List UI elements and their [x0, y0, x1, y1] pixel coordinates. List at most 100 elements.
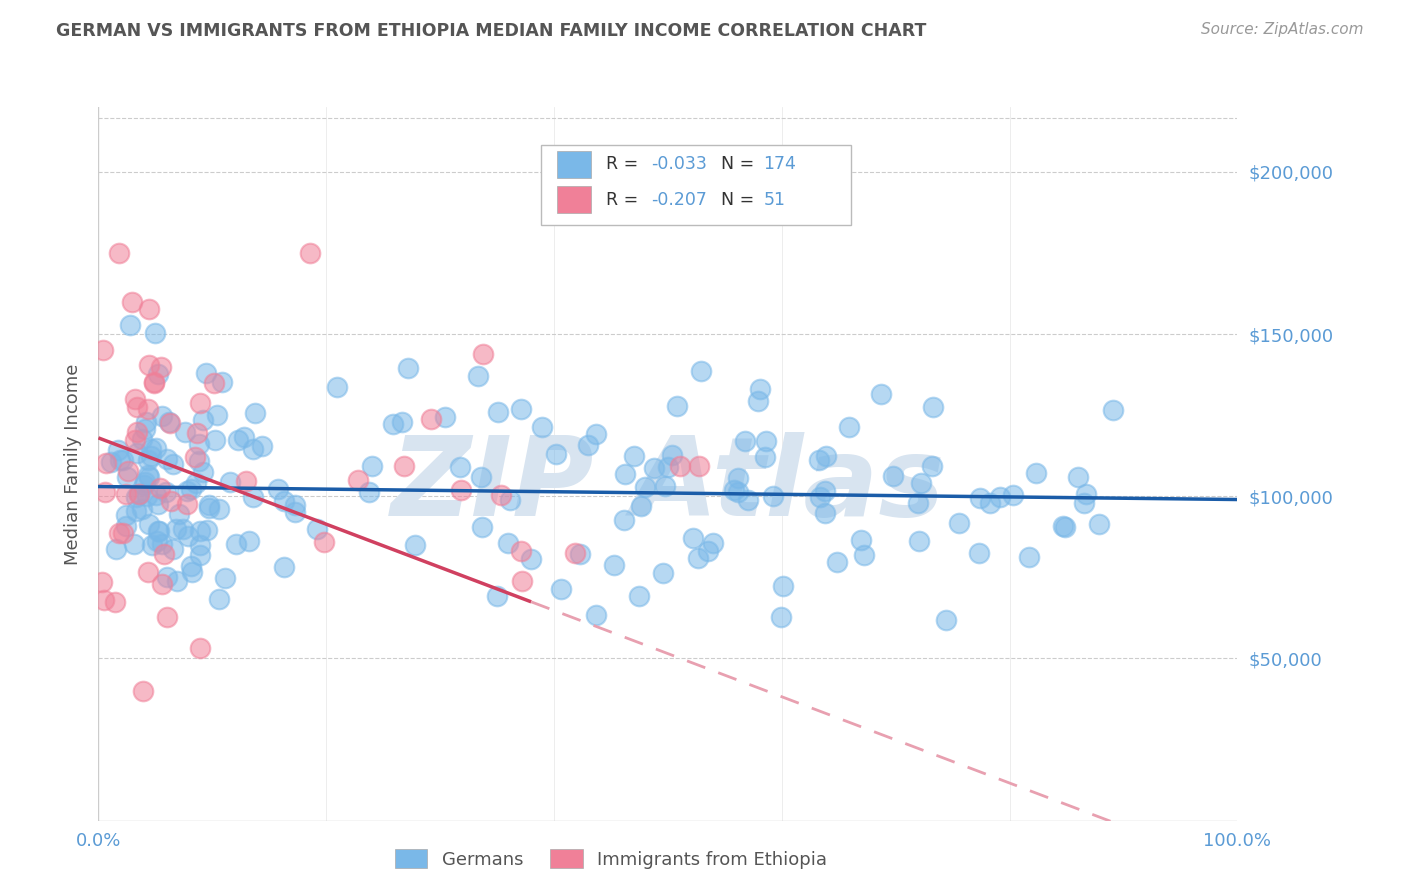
Germans [838, 420, 860, 434]
Germans [128, 487, 150, 501]
Immigrants from Ethiopia [117, 464, 139, 478]
Germans [134, 422, 156, 436]
Germans [657, 459, 679, 474]
Germans [205, 408, 228, 422]
Germans [273, 560, 295, 574]
Germans [243, 406, 266, 420]
Germans [470, 470, 492, 484]
Germans [359, 485, 381, 500]
Germans [471, 520, 494, 534]
Germans [1053, 520, 1076, 534]
Germans [686, 551, 709, 566]
Germans [682, 531, 704, 545]
Germans [585, 608, 607, 623]
Germans [131, 433, 153, 447]
Immigrants from Ethiopia [108, 246, 131, 260]
Immigrants from Ethiopia [188, 395, 211, 409]
Text: Source: ZipAtlas.com: Source: ZipAtlas.com [1201, 22, 1364, 37]
Germans [132, 477, 155, 491]
Germans [150, 409, 173, 424]
Germans [124, 504, 146, 518]
Germans [496, 535, 519, 549]
Germans [935, 613, 957, 627]
Germans [727, 485, 749, 500]
Immigrants from Ethiopia [450, 483, 472, 498]
Immigrants from Ethiopia [176, 497, 198, 511]
Germans [136, 467, 159, 482]
Germans [747, 394, 769, 409]
Germans [761, 489, 783, 503]
Germans [100, 454, 122, 468]
Germans [652, 566, 675, 581]
Text: -0.207: -0.207 [651, 191, 707, 209]
Germans [544, 447, 567, 461]
Germans [643, 460, 665, 475]
Germans [1074, 486, 1097, 500]
Germans [162, 458, 184, 472]
Germans [118, 318, 141, 332]
Germans [520, 551, 543, 566]
Immigrants from Ethiopia [156, 609, 179, 624]
Immigrants from Ethiopia [143, 376, 166, 390]
Germans [145, 488, 167, 502]
Immigrants from Ethiopia [93, 485, 115, 500]
Y-axis label: Median Family Income: Median Family Income [63, 363, 82, 565]
Legend: Germans, Immigrants from Ethiopia: Germans, Immigrants from Ethiopia [388, 842, 834, 876]
Immigrants from Ethiopia [124, 392, 146, 406]
Germans [139, 442, 162, 456]
Germans [166, 574, 188, 588]
Germans [1067, 470, 1090, 484]
Germans [623, 449, 645, 463]
Germans [921, 458, 943, 473]
Germans [225, 537, 247, 551]
Germans [191, 465, 214, 479]
Germans [654, 478, 676, 492]
Germans [146, 524, 169, 538]
Immigrants from Ethiopia [128, 487, 150, 501]
Germans [172, 522, 194, 536]
Text: 174: 174 [763, 155, 796, 173]
Germans [138, 516, 160, 531]
Germans [910, 476, 932, 491]
Germans [665, 399, 688, 413]
Germans [486, 404, 509, 418]
Germans [146, 497, 169, 511]
Germans [815, 449, 838, 463]
Immigrants from Ethiopia [489, 488, 512, 502]
Immigrants from Ethiopia [188, 640, 211, 655]
Germans [627, 589, 650, 603]
Germans [208, 591, 231, 606]
Germans [115, 519, 138, 533]
Germans [689, 363, 711, 377]
Germans [697, 544, 720, 558]
Germans [734, 434, 756, 448]
Germans [576, 438, 599, 452]
Germans [188, 453, 211, 467]
Germans [131, 502, 153, 516]
Germans [485, 589, 508, 603]
Germans [188, 436, 211, 450]
Germans [148, 367, 170, 381]
Germans [467, 368, 489, 383]
Germans [135, 489, 157, 503]
Immigrants from Ethiopia [93, 592, 115, 607]
Germans [849, 533, 872, 547]
Germans [167, 508, 190, 522]
Germans [190, 548, 212, 562]
Germans [204, 434, 226, 448]
Text: R =: R = [606, 191, 644, 209]
Germans [125, 491, 148, 505]
Germans [176, 529, 198, 543]
Germans [882, 469, 904, 483]
Germans [907, 496, 929, 510]
Immigrants from Ethiopia [184, 450, 207, 465]
Germans [404, 538, 426, 552]
Immigrants from Ethiopia [131, 683, 153, 698]
Germans [125, 445, 148, 459]
Immigrants from Ethiopia [312, 534, 335, 549]
Germans [770, 610, 793, 624]
Germans [772, 579, 794, 593]
Text: N =: N = [721, 191, 761, 209]
Germans [122, 537, 145, 551]
Germans [852, 548, 875, 562]
